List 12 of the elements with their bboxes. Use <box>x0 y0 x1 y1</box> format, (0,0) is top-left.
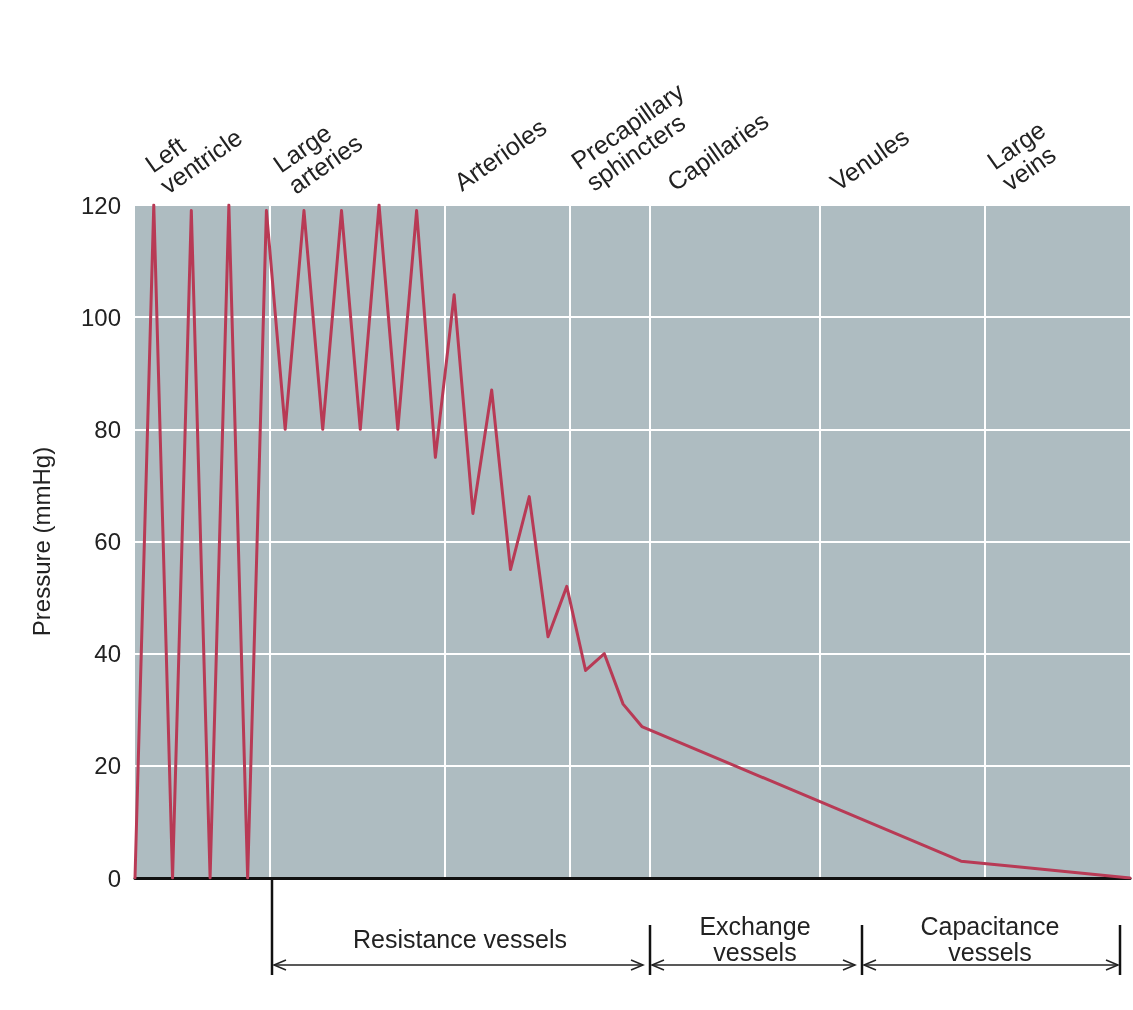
y-tick-label: 100 <box>80 303 121 331</box>
y-tick-label: 0 <box>107 864 121 892</box>
text: Capacitance vessels <box>920 912 1060 966</box>
y-tick-label: 40 <box>94 640 121 668</box>
text: Resistance vessels <box>353 925 567 953</box>
text: Exchange vessels <box>699 912 811 966</box>
line-series <box>133 203 1132 880</box>
y-tick-label: 120 <box>80 191 121 219</box>
y-tick-label: 60 <box>94 528 121 555</box>
y-axis-title: Pressure (mmHg) <box>27 446 55 637</box>
y-tick-label: 80 <box>94 415 121 443</box>
y-tick-label: 20 <box>94 752 121 780</box>
